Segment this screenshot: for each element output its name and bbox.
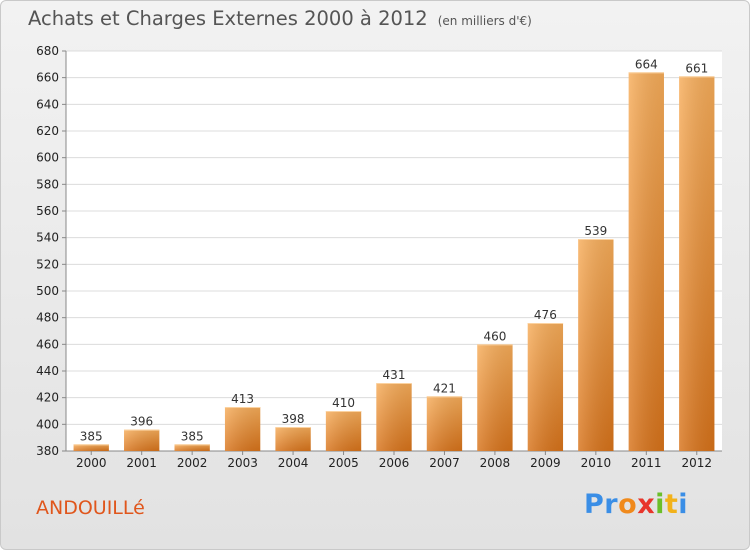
commune-name: ANDOUILLé bbox=[36, 497, 145, 519]
logo-letter: t bbox=[664, 489, 679, 520]
data-label: 664 bbox=[635, 57, 658, 71]
y-tick-label: 440 bbox=[36, 364, 59, 378]
y-tick-label: 580 bbox=[36, 177, 59, 191]
chart-title-text: Achats et Charges Externes 2000 à 2012 bbox=[28, 7, 428, 30]
bar-shade bbox=[426, 396, 463, 451]
data-label: 460 bbox=[483, 329, 506, 343]
bar-shade bbox=[174, 444, 210, 451]
y-tick-label: 380 bbox=[36, 444, 59, 458]
y-tick-label: 500 bbox=[36, 284, 59, 298]
bar-shade bbox=[124, 429, 160, 451]
y-tick-label: 460 bbox=[36, 337, 59, 351]
bar-shade bbox=[578, 239, 614, 451]
y-tick-label: 400 bbox=[36, 417, 59, 431]
bar-shade bbox=[527, 323, 564, 451]
x-tick-label: 2001 bbox=[126, 456, 157, 470]
x-tick-label: 2010 bbox=[581, 456, 612, 470]
y-tick-label: 520 bbox=[36, 257, 59, 271]
x-tick-label: 2009 bbox=[530, 456, 561, 470]
x-tick-label: 2008 bbox=[480, 456, 511, 470]
data-label: 385 bbox=[181, 429, 204, 443]
data-label: 398 bbox=[282, 412, 305, 426]
y-tick-label: 620 bbox=[36, 124, 59, 138]
x-tick-label: 2007 bbox=[429, 456, 460, 470]
data-label: 421 bbox=[433, 381, 456, 395]
x-tick-label: 2006 bbox=[379, 456, 410, 470]
bar-shade bbox=[628, 72, 664, 451]
bar-shade bbox=[376, 383, 412, 451]
logo-letter: i bbox=[655, 489, 665, 520]
data-label: 539 bbox=[584, 224, 607, 238]
logo-letter: i bbox=[678, 489, 689, 520]
data-label: 413 bbox=[231, 392, 254, 406]
y-tick-label: 640 bbox=[36, 97, 59, 111]
y-tick-label: 680 bbox=[36, 44, 59, 58]
logo-letter: x bbox=[637, 489, 656, 520]
x-tick-label: 2012 bbox=[681, 456, 712, 470]
logo-letter: P bbox=[584, 489, 605, 520]
y-tick-label: 480 bbox=[36, 311, 59, 325]
data-label: 410 bbox=[332, 396, 355, 410]
bar-shade bbox=[679, 76, 715, 451]
chart-subtitle: (en milliers d'€) bbox=[437, 14, 532, 28]
data-label: 385 bbox=[80, 429, 103, 443]
y-tick-label: 600 bbox=[36, 151, 59, 165]
x-tick-label: 2005 bbox=[328, 456, 359, 470]
data-label: 431 bbox=[383, 368, 406, 382]
y-tick-label: 420 bbox=[36, 391, 59, 405]
y-tick-label: 540 bbox=[36, 231, 59, 245]
x-tick-label: 2002 bbox=[177, 456, 208, 470]
proxiti-logo: Proxiti bbox=[584, 489, 688, 520]
x-tick-label: 2004 bbox=[278, 456, 309, 470]
bar-shade bbox=[325, 411, 362, 451]
bar-shade bbox=[224, 407, 261, 451]
logo-letter: r bbox=[604, 489, 619, 520]
x-tick-label: 2003 bbox=[227, 456, 258, 470]
y-tick-label: 660 bbox=[36, 71, 59, 85]
chart-title: Achats et Charges Externes 2000 à 2012 (e… bbox=[28, 7, 532, 30]
data-label: 396 bbox=[130, 415, 153, 429]
data-label: 661 bbox=[685, 61, 708, 75]
bar-shade bbox=[477, 344, 513, 451]
bar-shade bbox=[73, 444, 109, 451]
x-tick-label: 2000 bbox=[76, 456, 107, 470]
x-tick-label: 2011 bbox=[631, 456, 662, 470]
bar-shade bbox=[275, 427, 311, 451]
logo-letter: o bbox=[618, 489, 638, 520]
data-label: 476 bbox=[534, 308, 557, 322]
y-tick-label: 560 bbox=[36, 204, 59, 218]
